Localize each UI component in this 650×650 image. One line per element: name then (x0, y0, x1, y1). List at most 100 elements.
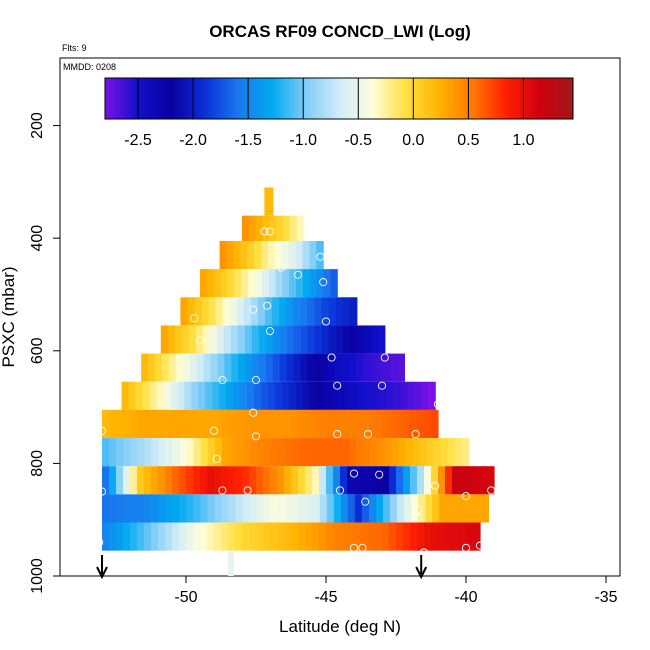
heatmap-cell (179, 466, 187, 495)
heatmap-cell (263, 494, 272, 523)
heatmap-cell (452, 522, 460, 551)
heatmap-cell (256, 409, 264, 439)
heatmap-cell (319, 494, 328, 523)
heatmap-cell (379, 381, 388, 410)
heatmap-cell (276, 215, 284, 241)
heatmap-cell (268, 269, 277, 298)
colorbar-cell (348, 78, 352, 119)
heatmap-cell (130, 438, 138, 467)
colorbar-cell (438, 78, 443, 119)
heatmap-cell (467, 494, 475, 523)
heatmap-cell (271, 438, 279, 467)
heatmap-cell (278, 438, 286, 467)
heatmap-cell (158, 409, 166, 439)
colorbar-cell (186, 78, 190, 119)
heatmap-cell (383, 494, 391, 523)
heatmap-cell (155, 353, 163, 382)
heatmap-cell (233, 381, 241, 410)
heatmap-cell (231, 353, 239, 382)
y-tick-label: 600 (29, 337, 46, 364)
colorbar-cell (239, 78, 243, 119)
colorbar-cell (385, 78, 390, 119)
heatmap-cell (459, 466, 467, 495)
colorbar-cell (382, 78, 387, 119)
heatmap-cell (347, 494, 356, 523)
heatmap-cell (201, 297, 210, 326)
heatmap-cell (230, 325, 239, 354)
heatmap-cell (328, 297, 337, 326)
heatmap-cell (137, 466, 145, 495)
y-tick-label: 800 (29, 450, 46, 477)
heatmap-cell (237, 325, 246, 354)
colorbar-cell (242, 78, 246, 119)
heatmap-cell (400, 381, 408, 410)
colorbar-cell (557, 78, 562, 119)
colorbar-cell (335, 78, 340, 119)
heatmap-cell (186, 409, 194, 439)
heatmap-cell (368, 522, 376, 551)
heatmap-cell (363, 325, 372, 354)
heatmap-cell (200, 269, 208, 298)
heatmap-cell (340, 494, 349, 523)
heatmap-cell (284, 522, 292, 551)
heatmap-cell (321, 353, 329, 382)
colorbar-cell (292, 78, 296, 119)
heatmap-cell (249, 409, 257, 439)
heatmap-cell (454, 438, 463, 467)
heatmap-cell (200, 409, 208, 439)
colorbar-cell (363, 78, 368, 119)
heatmap-cell (452, 466, 460, 495)
colorbar-cell (339, 78, 343, 119)
heatmap-cell (335, 325, 344, 354)
heatmap-cell (281, 240, 290, 270)
heatmap-cell (355, 438, 364, 467)
colorbar-cell (432, 78, 437, 119)
colorbar-cell (345, 78, 349, 119)
heatmap-cell (242, 215, 250, 241)
colorbar-cell (526, 78, 530, 119)
heatmap-cell (234, 269, 242, 298)
y-axis: 200 400 600 800 1000 (29, 112, 60, 594)
colorbar-cell (569, 78, 574, 119)
heatmap-cell (396, 466, 404, 495)
heatmap-cell (193, 522, 201, 551)
date-label: MMDD: 0208 (63, 62, 116, 72)
ground-marker (227, 550, 234, 576)
y-tick-label: 400 (29, 225, 46, 252)
colorbar-cell (298, 78, 303, 119)
heatmap-cell (397, 353, 405, 382)
heatmap-cell (205, 381, 213, 410)
colorbar-cell (342, 78, 346, 119)
colorbar-cell (279, 78, 284, 119)
heatmap-cell (333, 522, 341, 551)
colorbar-cell (120, 78, 125, 119)
colorbar-cell (145, 78, 150, 119)
heatmap-cell (217, 353, 225, 382)
colorbar-cell (482, 78, 487, 119)
heatmap-cell (326, 466, 334, 495)
heatmap-cell (326, 409, 334, 439)
heatmap-cell (487, 466, 495, 495)
heatmap-cell (267, 240, 276, 270)
colorbar-tick-label: -1.0 (289, 132, 317, 149)
heatmap-cell (144, 494, 152, 523)
observation-point (333, 430, 342, 439)
heatmap-cell (240, 240, 248, 270)
heatmap-cell (403, 409, 411, 439)
colorbar-cell (560, 78, 565, 119)
heatmap-cell (419, 438, 428, 467)
heatmap-cell (172, 409, 180, 439)
heatmap-cell (404, 494, 412, 523)
heatmap-cell (116, 522, 124, 551)
colorbar-cell (126, 78, 131, 119)
heatmap-cell (214, 409, 222, 439)
heatmap-cell (390, 494, 398, 523)
heatmap-cell (316, 381, 325, 410)
heatmap-cell (137, 438, 145, 467)
heatmap-cell (365, 381, 374, 410)
heatmap-cell (309, 240, 317, 270)
observation-point (321, 317, 331, 326)
colorbar-cell (329, 78, 334, 119)
colorbar-cell (236, 78, 240, 119)
colorbar-cell (426, 78, 430, 119)
